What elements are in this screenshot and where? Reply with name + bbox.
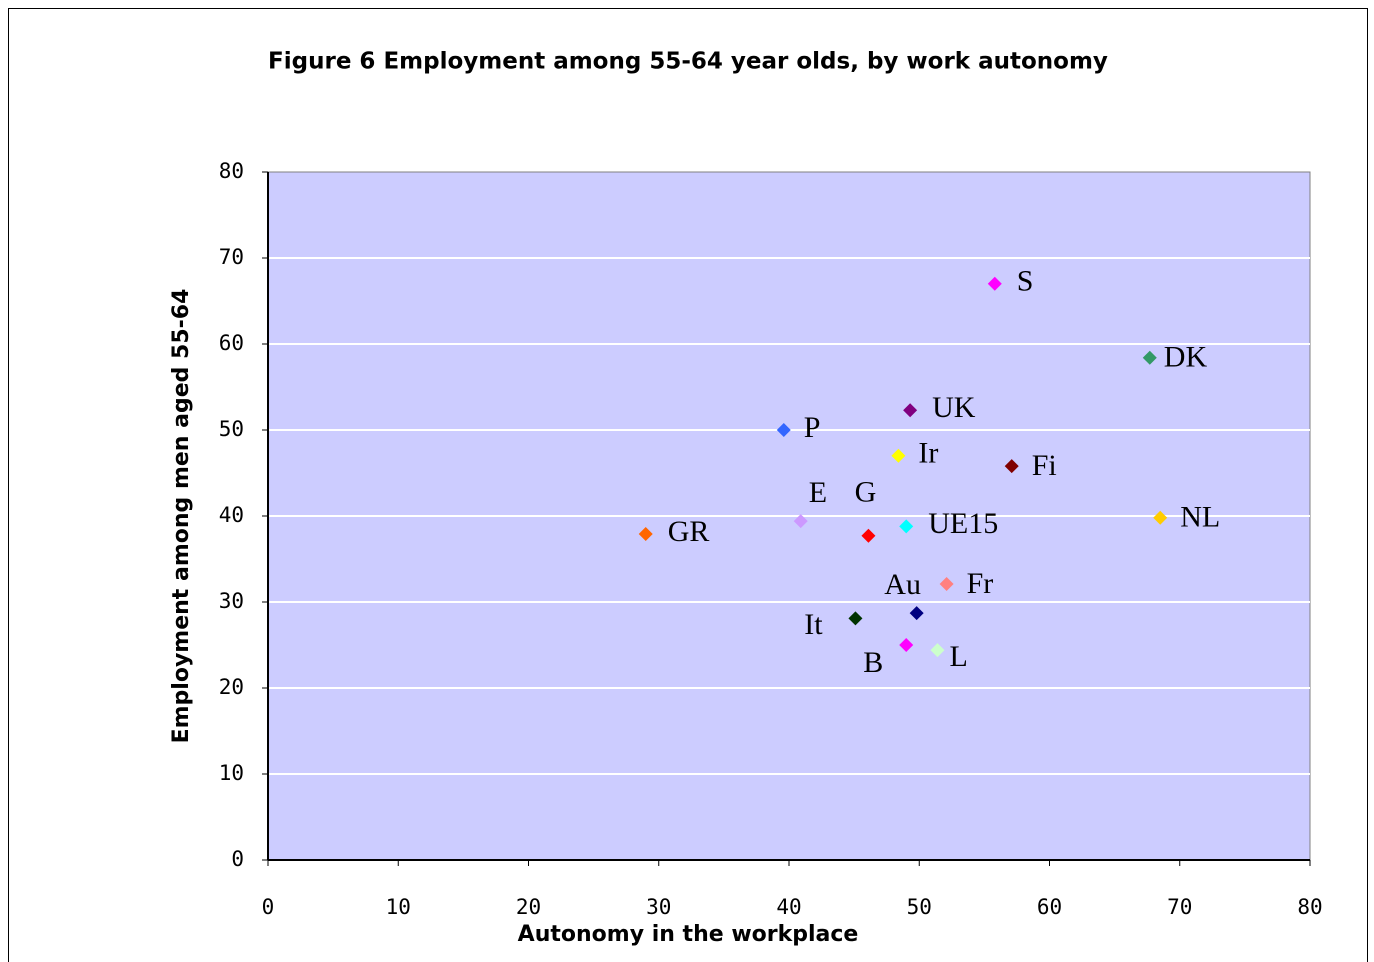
y-tick-label: 0 <box>231 847 244 871</box>
point-label: Fr <box>967 567 994 600</box>
point-label: B <box>863 646 883 679</box>
point <box>776 423 791 437</box>
point-label: Au <box>884 568 921 601</box>
x-tick-label: 60 <box>1037 895 1062 919</box>
x-tick-label: 30 <box>646 895 671 919</box>
point-label: L <box>949 640 967 673</box>
x-tick-label: 20 <box>516 895 541 919</box>
chart-title: Figure 6 Employment among 55-64 year old… <box>268 49 1108 75</box>
point-label: Fi <box>1032 449 1057 482</box>
point-label: E <box>809 476 827 509</box>
point <box>638 527 653 542</box>
point-label: UE15 <box>928 507 998 540</box>
point-label: It <box>804 608 823 641</box>
point-label: UK <box>932 391 976 424</box>
point <box>903 403 918 418</box>
x-tick-label: 10 <box>386 895 411 919</box>
y-tick-label: 20 <box>219 675 244 699</box>
x-tick-label: 50 <box>907 895 932 919</box>
x-tick-label: 0 <box>262 895 275 919</box>
point <box>891 448 906 463</box>
x-tick-label: 70 <box>1167 895 1192 919</box>
y-tick-label: 30 <box>219 589 244 613</box>
point-label: DK <box>1164 341 1208 374</box>
point <box>930 643 945 658</box>
point <box>1142 350 1157 365</box>
y-tick-label: 70 <box>219 245 244 269</box>
x-axis-label: Autonomy in the workplace <box>518 922 859 947</box>
point-label: S <box>1017 265 1034 298</box>
point-label: GR <box>668 515 710 548</box>
point <box>861 528 876 543</box>
point-label: G <box>855 476 877 509</box>
point <box>909 606 924 621</box>
y-axis-label: Employment among men aged 55-64 <box>169 289 194 744</box>
y-tick-label: 80 <box>219 159 244 183</box>
x-tick-label: 40 <box>776 895 801 919</box>
point-label: P <box>804 411 821 444</box>
point <box>848 611 863 626</box>
point <box>939 576 954 591</box>
y-tick-label: 40 <box>219 503 244 527</box>
y-tick-label: 60 <box>219 331 244 355</box>
point <box>1153 510 1168 525</box>
y-tick-label: 50 <box>219 417 244 441</box>
point <box>793 514 808 529</box>
y-tick-label: 10 <box>219 761 244 785</box>
point <box>1004 459 1019 474</box>
point <box>899 519 914 534</box>
point <box>899 638 914 652</box>
x-tick-label: 80 <box>1297 895 1322 919</box>
point <box>987 276 1002 291</box>
point-label: Ir <box>918 437 938 470</box>
point-label: NL <box>1180 501 1220 534</box>
